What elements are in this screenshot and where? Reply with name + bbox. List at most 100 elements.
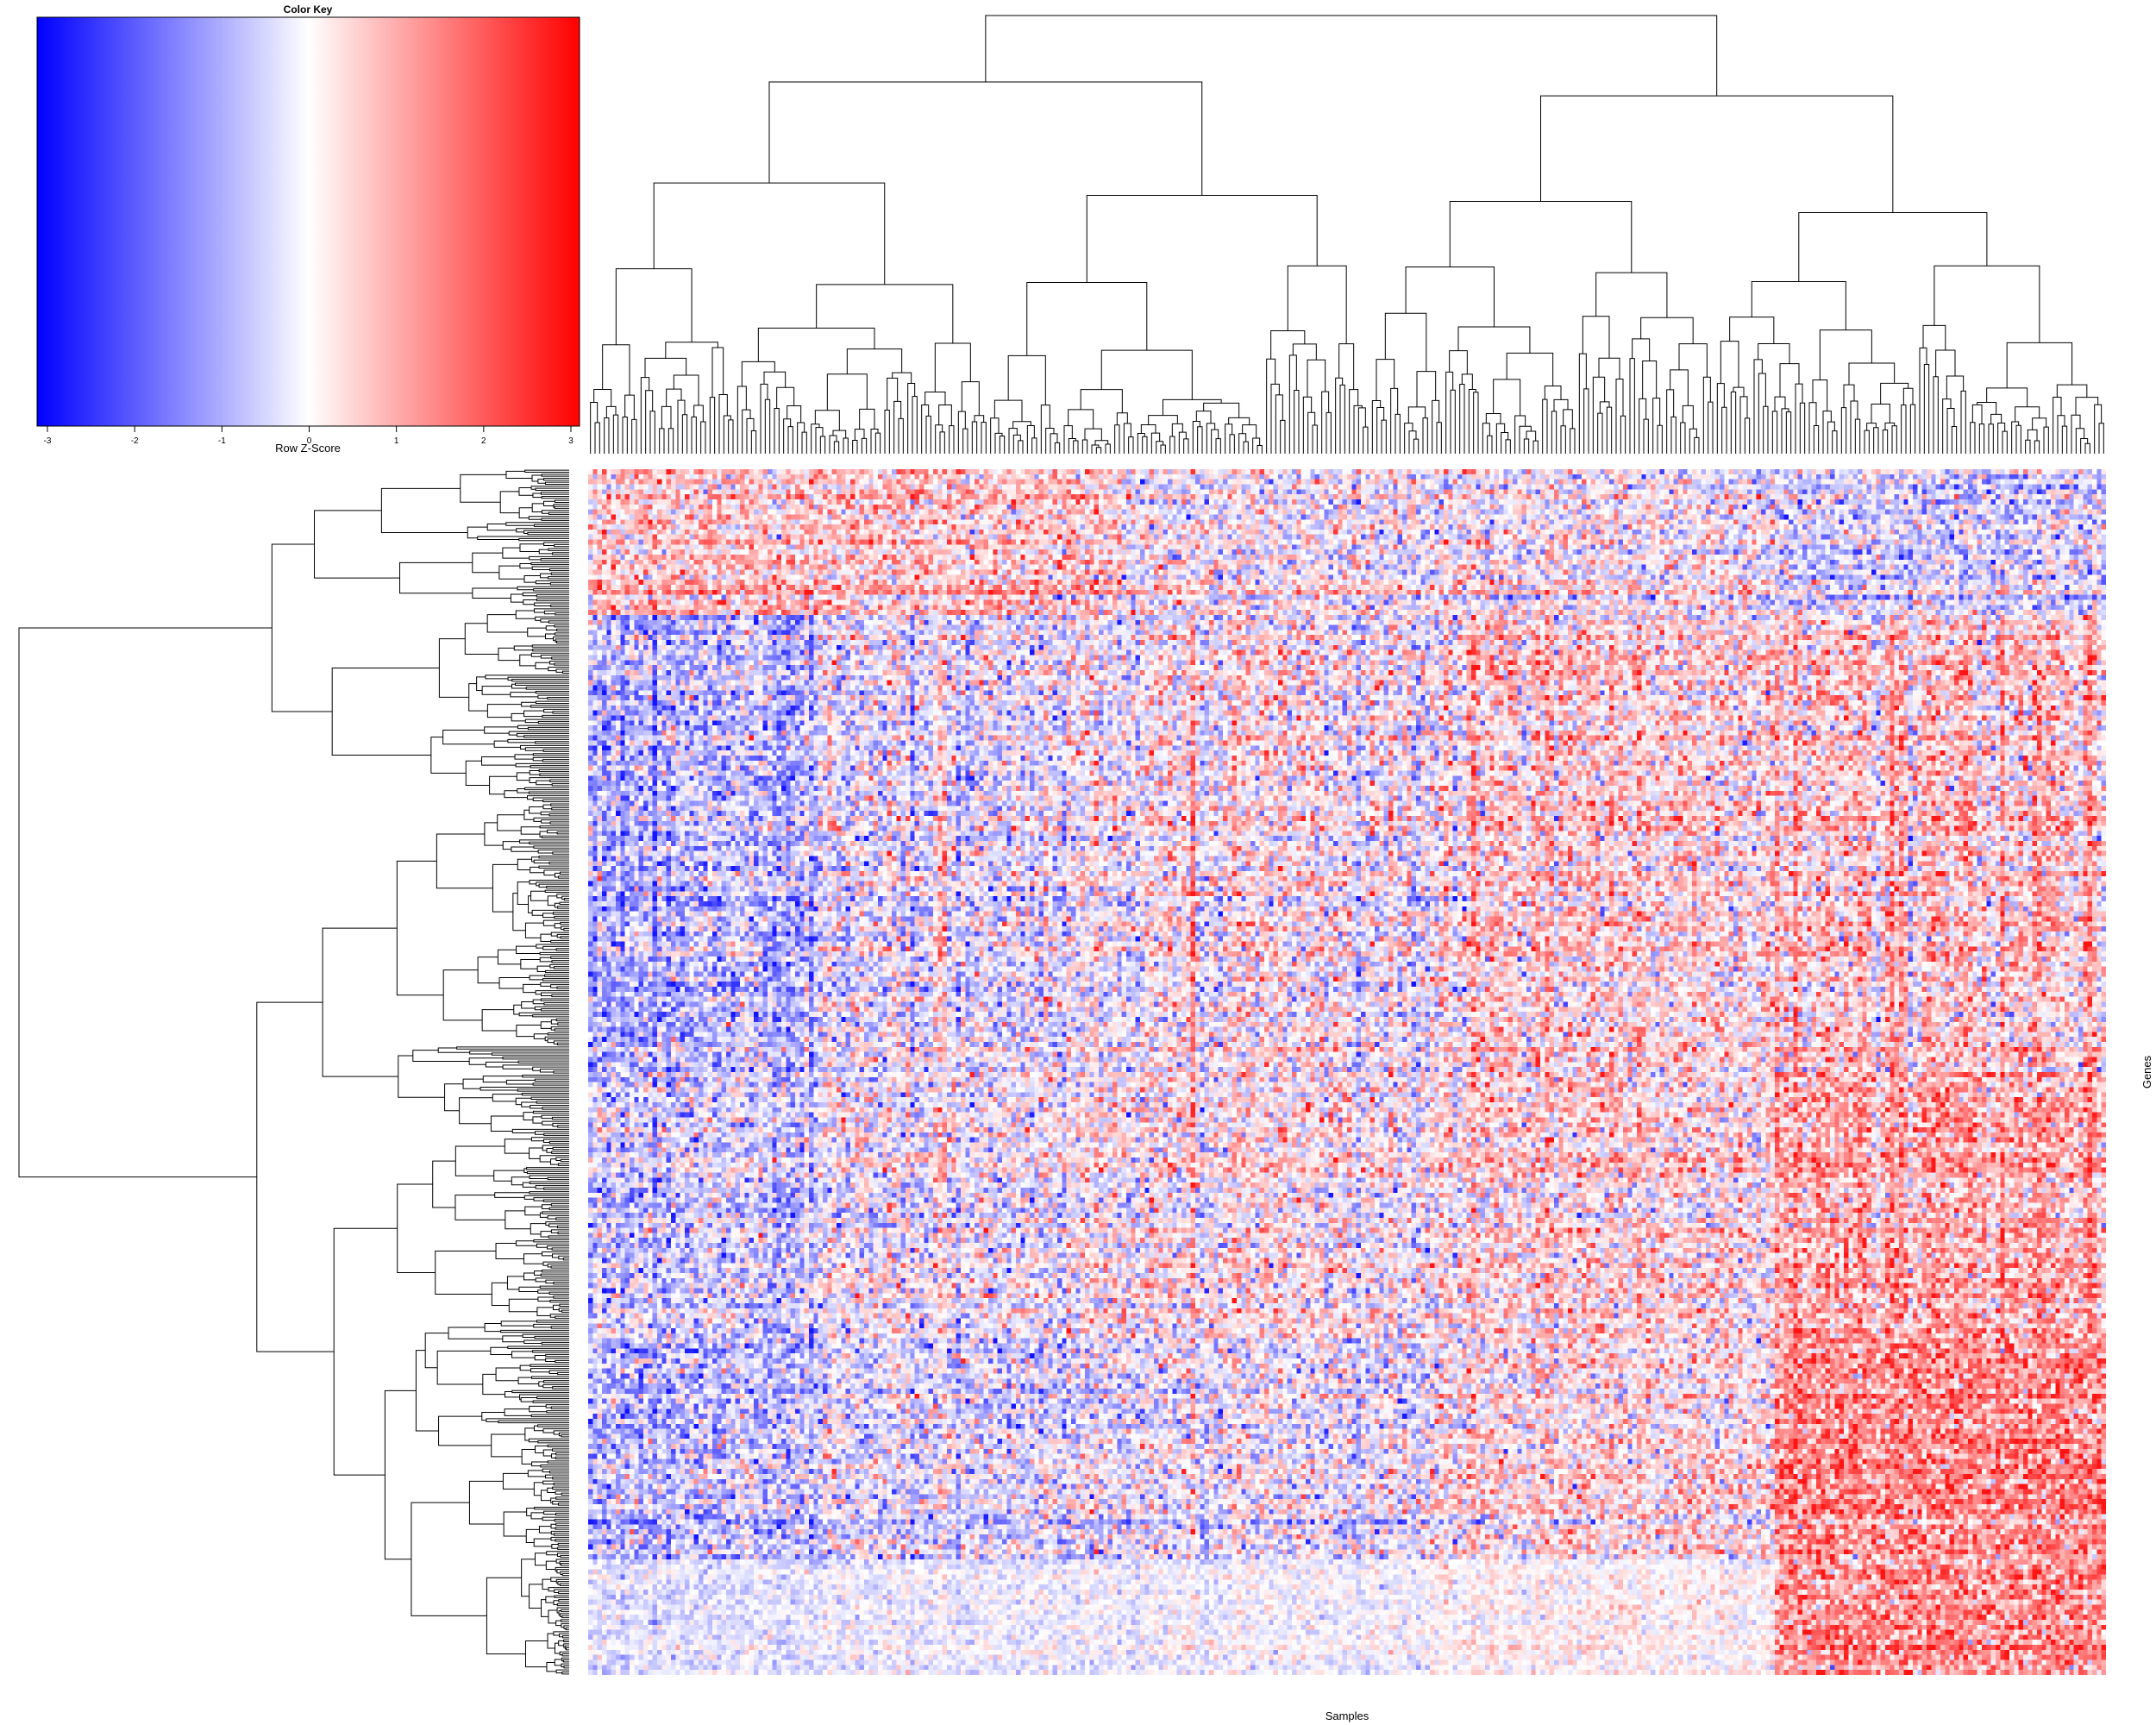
column-dendrogram-branch bbox=[801, 431, 807, 454]
row-dendrogram-branch bbox=[529, 975, 545, 981]
color-key-tick-label: 0 bbox=[307, 436, 312, 446]
column-dendrogram-branch bbox=[1140, 423, 1156, 434]
row-dendrogram-branch bbox=[551, 960, 569, 963]
column-dendrogram-branch bbox=[1363, 426, 1369, 454]
column-dendrogram-branch bbox=[768, 81, 1203, 196]
row-dendrogram-branch bbox=[476, 676, 486, 691]
column-dendrogram-branch bbox=[938, 404, 952, 426]
column-dendrogram-branch bbox=[874, 432, 881, 454]
row-dendrogram-branch bbox=[534, 608, 569, 613]
row-dendrogram-branch bbox=[522, 1074, 569, 1078]
row-dendrogram-branch bbox=[529, 770, 540, 775]
column-dendrogram-branch bbox=[843, 437, 849, 454]
row-dendrogram-branch bbox=[560, 1158, 569, 1163]
row-dendrogram-branch bbox=[561, 670, 569, 674]
column-dendrogram-branch bbox=[2027, 429, 2038, 441]
row-dendrogram-branch bbox=[535, 741, 569, 744]
column-dendrogram-branch bbox=[829, 435, 837, 454]
row-dendrogram-branch bbox=[530, 1364, 569, 1367]
column-dendrogram-branch bbox=[935, 424, 943, 454]
column-dendrogram-branch bbox=[1432, 399, 1440, 454]
row-dendrogram-branch bbox=[489, 775, 517, 795]
row-dendrogram-branch bbox=[542, 1120, 569, 1126]
row-dendrogram-branch bbox=[536, 1243, 569, 1248]
row-dendrogram-branch bbox=[523, 599, 537, 605]
color-key-tick-label: -1 bbox=[218, 436, 226, 446]
column-dendrogram-branch bbox=[985, 15, 1718, 97]
row-dendrogram-branch bbox=[518, 1286, 541, 1293]
column-dendrogram-branch bbox=[1326, 411, 1332, 454]
column-dendrogram-branch bbox=[1091, 444, 1100, 454]
row-dendrogram-branch bbox=[550, 1536, 569, 1541]
column-dendrogram-branch bbox=[1445, 371, 1454, 454]
row-dendrogram-branch bbox=[532, 756, 569, 762]
column-dendrogram-branch bbox=[1128, 436, 1134, 454]
column-dendrogram-branch bbox=[898, 417, 904, 454]
column-dendrogram-branch bbox=[1551, 411, 1557, 454]
row-dendrogram-branch bbox=[540, 1273, 569, 1276]
column-dendrogram-branch bbox=[693, 405, 704, 422]
column-dendrogram-branch bbox=[819, 436, 826, 454]
column-dendrogram-branch bbox=[1436, 422, 1442, 454]
row-dendrogram-branch bbox=[536, 1101, 569, 1104]
row-dendrogram-branch bbox=[540, 933, 552, 943]
column-dendrogram-branch bbox=[1708, 401, 1714, 454]
column-dendrogram-branch bbox=[1461, 373, 1473, 390]
column-dendrogram-branch bbox=[681, 414, 688, 454]
row-dendrogram-branch bbox=[524, 1206, 542, 1216]
row-dendrogram-branch bbox=[551, 1453, 556, 1458]
row-dendrogram-branch bbox=[560, 936, 569, 939]
column-dendrogram-branch bbox=[2061, 425, 2068, 454]
column-dendrogram-branch bbox=[1763, 405, 1769, 454]
row-dendrogram-branch bbox=[500, 1320, 537, 1327]
column-dendrogram-branch bbox=[1468, 389, 1476, 454]
row-dendrogram-branch bbox=[540, 492, 569, 495]
row-dendrogram-branch bbox=[542, 759, 569, 762]
column-dendrogram-branch bbox=[1163, 398, 1222, 416]
row-dendrogram-branch bbox=[543, 1002, 569, 1006]
row-dendrogram-branch bbox=[502, 1472, 535, 1490]
row-dendrogram-branch bbox=[549, 963, 569, 969]
column-dendrogram-branch bbox=[2053, 396, 2062, 454]
row-dendrogram-branch bbox=[556, 933, 569, 938]
row-dendrogram-branch bbox=[533, 845, 569, 849]
row-dendrogram-branch bbox=[523, 574, 541, 583]
row-dendrogram-branch bbox=[380, 487, 468, 533]
row-dendrogram-branch bbox=[555, 1539, 569, 1542]
row-dendrogram-branch bbox=[438, 638, 469, 698]
row-dendrogram-branch bbox=[515, 682, 569, 686]
row-dendrogram-branch bbox=[531, 566, 569, 570]
row-dendrogram-branch bbox=[536, 594, 569, 598]
row-dendrogram-branch bbox=[550, 1406, 569, 1409]
row-dendrogram-branch bbox=[555, 1217, 569, 1220]
row-dendrogram-branch bbox=[554, 624, 569, 628]
row-dendrogram-branch bbox=[556, 628, 569, 632]
row-dendrogram-branch bbox=[331, 668, 440, 756]
row-dendrogram-branch bbox=[555, 948, 569, 951]
row-dendrogram-branch bbox=[523, 983, 541, 994]
row-dendrogram-branch bbox=[556, 831, 569, 835]
row-dendrogram-branch bbox=[553, 1070, 569, 1074]
row-dendrogram-branch bbox=[550, 956, 569, 959]
row-dendrogram-branch bbox=[561, 1609, 569, 1613]
column-dendrogram-branch bbox=[1771, 411, 1778, 454]
row-dendrogram-branch bbox=[534, 1355, 546, 1361]
row-dendrogram-branch bbox=[510, 692, 538, 698]
column-dendrogram-branch bbox=[1485, 412, 1501, 424]
row-dendrogram-branch bbox=[505, 1079, 536, 1085]
column-dendrogram-branch bbox=[1978, 423, 1985, 454]
column-dendrogram-branch bbox=[2011, 421, 2020, 454]
row-dendrogram-branch bbox=[533, 859, 569, 864]
column-dendrogram-branch bbox=[1540, 95, 1894, 213]
row-dendrogram-branch bbox=[504, 790, 528, 799]
row-dendrogram-branch bbox=[550, 1265, 569, 1269]
row-dendrogram-branch bbox=[561, 1309, 569, 1313]
column-dendrogram-branch bbox=[1827, 421, 1835, 454]
column-dendrogram-branch bbox=[1031, 437, 1037, 454]
row-dendrogram-branch bbox=[519, 839, 569, 844]
row-dendrogram-branch bbox=[552, 851, 569, 855]
row-dendrogram-branch bbox=[547, 895, 557, 906]
row-dendrogram-branch bbox=[399, 561, 473, 594]
column-dendrogram-branch bbox=[1371, 400, 1382, 454]
column-dendrogram-branch bbox=[893, 400, 902, 454]
